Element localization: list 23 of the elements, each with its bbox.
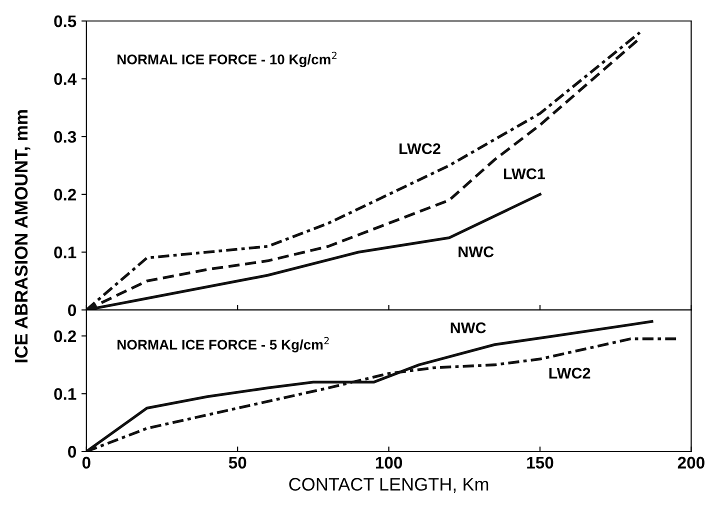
x-tick-label: 100 (376, 456, 402, 469)
y-tick-label: 0.2 (54, 330, 76, 342)
y-tick-label: 0.1 (54, 388, 76, 400)
y-tick-label: 0.4 (54, 73, 77, 85)
y-tick-label: 0.2 (54, 188, 76, 201)
x-tick-label: 200 (678, 456, 704, 469)
series-label: LWC1 (504, 168, 545, 180)
y-tick-label: 0.3 (54, 130, 76, 143)
y-tick-label: 0.5 (54, 15, 76, 28)
series-label: NWC (450, 322, 486, 334)
y-axis-title: ICE ABRASION AMOUNT, mm (14, 110, 30, 362)
y-tick-label: 0 (68, 304, 76, 316)
y-tick-label: 0.1 (54, 246, 76, 258)
x-tick-label: 150 (527, 456, 554, 469)
x-tick-label: 0 (82, 456, 90, 469)
annotation: NORMAL ICE FORCE - 5 Kg/cm$^{2}$ (118, 336, 329, 352)
series-label: LWC2 (549, 368, 590, 379)
y-tick-label: 0 (68, 446, 76, 458)
x-tick-label: 50 (228, 456, 246, 469)
series-label: NWC (458, 246, 494, 258)
x-axis-title: CONTACT LENGTH, Km (289, 478, 488, 493)
series-label: LWC2 (400, 143, 440, 154)
annotation: NORMAL ICE FORCE - 10 Kg/cm$^{2}$ (118, 52, 337, 68)
